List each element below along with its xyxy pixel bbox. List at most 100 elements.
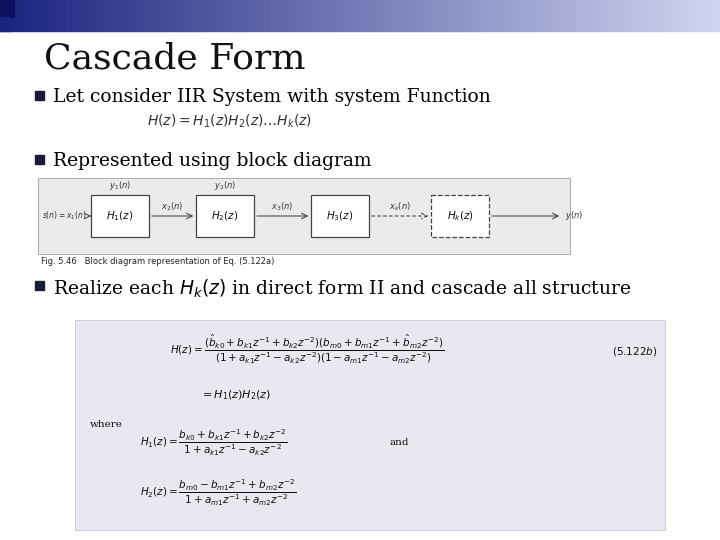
Bar (451, 0, 454, 31)
Bar (653, 0, 655, 31)
Bar (319, 0, 322, 31)
Text: $H(z) = H_1(z)H_2(z)\ldots H_k(z)$: $H(z) = H_1(z)H_2(z)\ldots H_k(z)$ (148, 113, 312, 130)
Bar (607, 0, 610, 31)
Bar (91, 0, 94, 31)
Bar (650, 0, 653, 31)
Bar (549, 0, 552, 31)
Bar (38, 178, 570, 254)
Bar (439, 0, 441, 31)
Bar (266, 0, 269, 31)
Bar (252, 0, 254, 31)
Bar (122, 0, 125, 31)
Bar (77, 0, 79, 31)
Bar (463, 0, 466, 31)
Bar (50, 0, 53, 31)
Bar (209, 0, 211, 31)
Bar (199, 0, 202, 31)
Bar (247, 0, 250, 31)
Text: $x_2(n)$: $x_2(n)$ (161, 200, 184, 213)
Bar (711, 0, 713, 31)
Bar (562, 0, 564, 31)
Bar (185, 0, 187, 31)
Bar (221, 0, 223, 31)
Bar (65, 0, 67, 31)
Text: $H_1(z)$: $H_1(z)$ (107, 209, 134, 223)
Bar (310, 0, 312, 31)
Bar (228, 0, 230, 31)
Bar (34, 0, 36, 31)
Bar (106, 0, 108, 31)
Bar (432, 0, 434, 31)
Bar (0, 0, 2, 31)
Bar (420, 0, 423, 31)
Bar (182, 0, 185, 31)
Bar (526, 0, 528, 31)
Bar (444, 0, 446, 31)
Bar (53, 0, 55, 31)
Bar (204, 0, 207, 31)
Bar (511, 0, 513, 31)
Bar (521, 0, 523, 31)
Text: where: where (90, 420, 123, 429)
Bar (158, 0, 161, 31)
Bar (559, 0, 562, 31)
Bar (461, 0, 463, 31)
Bar (91, 195, 149, 237)
Bar (634, 0, 636, 31)
Bar (430, 0, 432, 31)
Bar (5, 0, 7, 31)
Bar (0, 0, 14, 17)
Bar (343, 0, 346, 31)
Bar (336, 0, 338, 31)
Bar (473, 0, 475, 31)
Text: $y(n)$: $y(n)$ (565, 210, 583, 222)
Text: $x_3(n)$: $x_3(n)$ (271, 200, 294, 213)
Bar (156, 0, 158, 31)
Text: Cascade Form: Cascade Form (44, 42, 305, 75)
Bar (657, 0, 660, 31)
Bar (639, 0, 641, 31)
Bar (305, 0, 307, 31)
Bar (144, 0, 146, 31)
Bar (466, 0, 468, 31)
Bar (617, 0, 619, 31)
Bar (610, 0, 612, 31)
Bar (286, 0, 288, 31)
Bar (120, 0, 122, 31)
Bar (567, 0, 569, 31)
Bar (288, 0, 290, 31)
Bar (322, 0, 324, 31)
Bar (276, 0, 279, 31)
Bar (218, 0, 221, 31)
Bar (315, 0, 317, 31)
Bar (36, 0, 38, 31)
Bar (60, 0, 63, 31)
Bar (130, 0, 132, 31)
Bar (211, 0, 214, 31)
Bar (329, 0, 331, 31)
Bar (540, 0, 542, 31)
Text: $y_2(n)$: $y_2(n)$ (214, 179, 236, 192)
Bar (569, 0, 571, 31)
Bar (257, 0, 259, 31)
Bar (672, 0, 675, 31)
Bar (110, 0, 113, 31)
Bar (413, 0, 415, 31)
Bar (216, 0, 218, 31)
Bar (554, 0, 557, 31)
Bar (115, 0, 117, 31)
Text: $H(z) = \dfrac{(\hat{b}_{k0} + b_{k1}z^{-1} + b_{k2}z^{-2})(b_{m0} + b_{m1}z^{-1: $H(z) = \dfrac{(\hat{b}_{k0} + b_{k1}z^{… (170, 332, 444, 365)
Bar (290, 0, 293, 31)
Bar (369, 0, 372, 31)
Text: Represented using block diagram: Represented using block diagram (53, 152, 372, 170)
Bar (684, 0, 686, 31)
Bar (492, 0, 495, 31)
Bar (293, 0, 295, 31)
Bar (415, 0, 418, 31)
Bar (238, 0, 240, 31)
Bar (81, 0, 84, 31)
Bar (449, 0, 451, 31)
Bar (108, 0, 110, 31)
Bar (675, 0, 677, 31)
Bar (146, 0, 149, 31)
